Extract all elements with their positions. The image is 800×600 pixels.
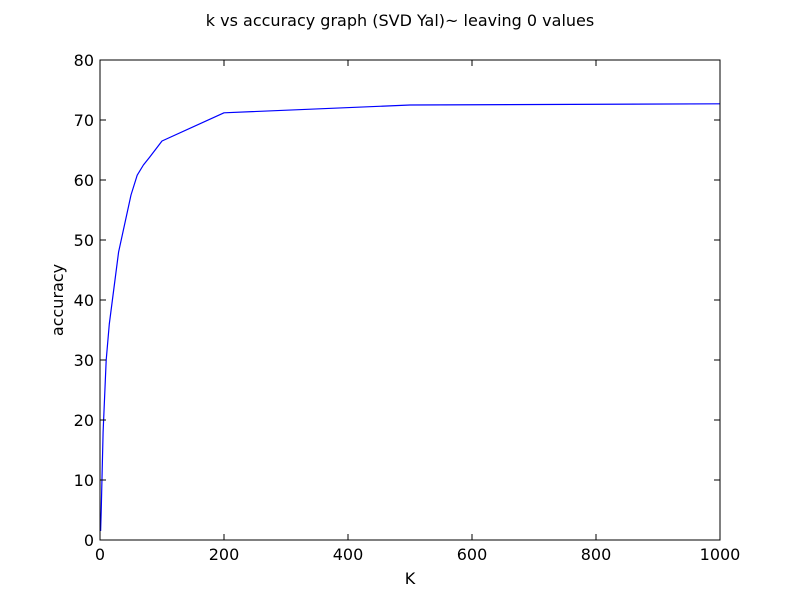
y-tick-label: 80 <box>74 51 94 70</box>
y-tick-label: 10 <box>74 471 94 490</box>
x-tick-label: 400 <box>333 545 364 564</box>
x-tick-label: 800 <box>581 545 612 564</box>
chart-title: k vs accuracy graph (SVD Yal)~ leaving 0… <box>206 11 594 30</box>
x-tick-label: 200 <box>209 545 240 564</box>
plot-area: 0 200 400 600 800 1000 0 10 20 30 40 50 60 70 80 <box>74 51 741 564</box>
y-axis-label: accuracy <box>48 264 67 336</box>
y-tick-label: 50 <box>74 231 94 250</box>
x-tick-label: 600 <box>457 545 488 564</box>
y-tick-label: 60 <box>74 171 94 190</box>
x-tick-label: 1000 <box>700 545 741 564</box>
y-tick-label: 70 <box>74 111 94 130</box>
series-line-0 <box>100 103 721 532</box>
y-tick-label: 40 <box>74 291 94 310</box>
x-axis-label: K <box>405 569 416 588</box>
y-tick-label: 0 <box>84 531 94 550</box>
x-tick-label: 0 <box>95 545 105 564</box>
y-tick-label: 30 <box>74 351 94 370</box>
plot-frame <box>99 59 721 541</box>
y-tick-label: 20 <box>74 411 94 430</box>
